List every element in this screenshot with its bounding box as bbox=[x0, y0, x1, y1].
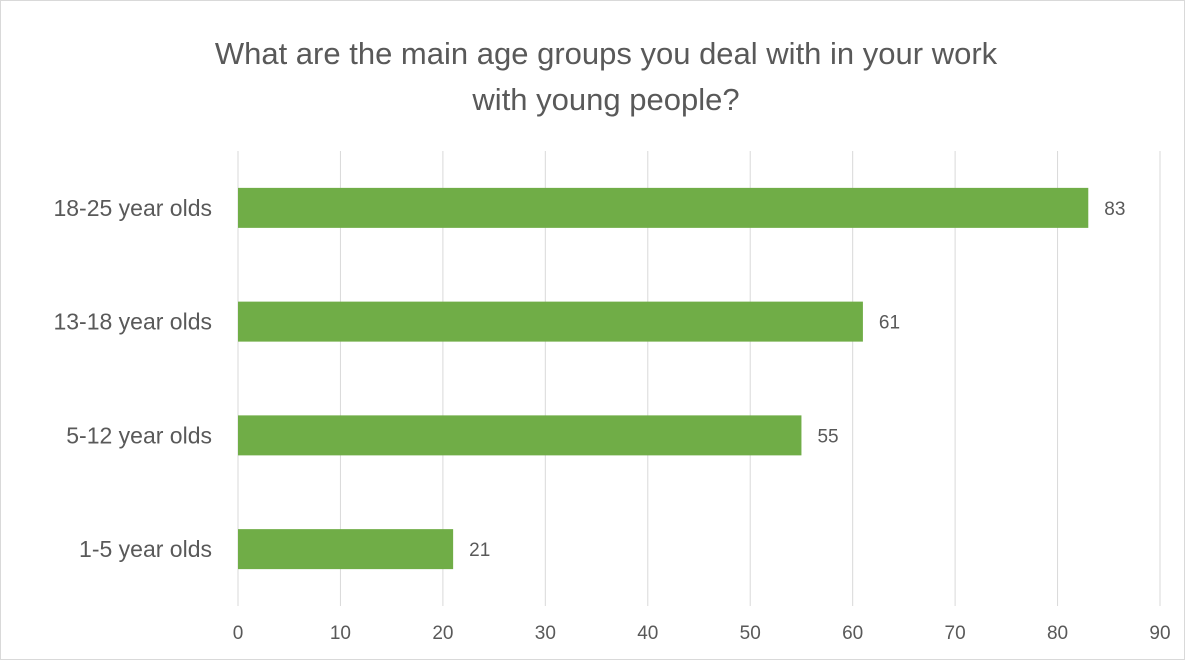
data-label-3: 55 bbox=[817, 426, 838, 447]
data-label-2: 61 bbox=[879, 313, 900, 334]
category-label-4: 1-5 year olds bbox=[79, 536, 212, 562]
x-tick-label-70: 70 bbox=[945, 623, 966, 644]
x-tick-label-30: 30 bbox=[535, 623, 556, 644]
category-label-2: 13-18 year olds bbox=[53, 309, 212, 335]
data-label-4: 21 bbox=[469, 540, 490, 561]
x-tick-label-0: 0 bbox=[233, 623, 244, 644]
data-label-1: 83 bbox=[1104, 199, 1125, 220]
x-tick-label-10: 10 bbox=[330, 623, 351, 644]
bar-3 bbox=[238, 415, 802, 456]
x-tick-label-90: 90 bbox=[1149, 623, 1170, 644]
chart-title-line-2: with young people? bbox=[472, 82, 740, 117]
chart-title: What are the main age groups you deal wi… bbox=[121, 31, 1091, 123]
x-tick-label-50: 50 bbox=[740, 623, 761, 644]
x-tick-label-60: 60 bbox=[842, 623, 863, 644]
bar-1 bbox=[238, 187, 1089, 228]
x-tick-label-20: 20 bbox=[432, 623, 453, 644]
category-label-3: 5-12 year olds bbox=[66, 422, 212, 448]
x-tick-label-40: 40 bbox=[637, 623, 658, 644]
bar-4 bbox=[238, 529, 454, 570]
bar-2 bbox=[238, 301, 863, 342]
category-label-1: 18-25 year olds bbox=[53, 195, 212, 221]
x-tick-label-80: 80 bbox=[1047, 623, 1068, 644]
chart-title-line-1: What are the main age groups you deal wi… bbox=[214, 36, 998, 71]
